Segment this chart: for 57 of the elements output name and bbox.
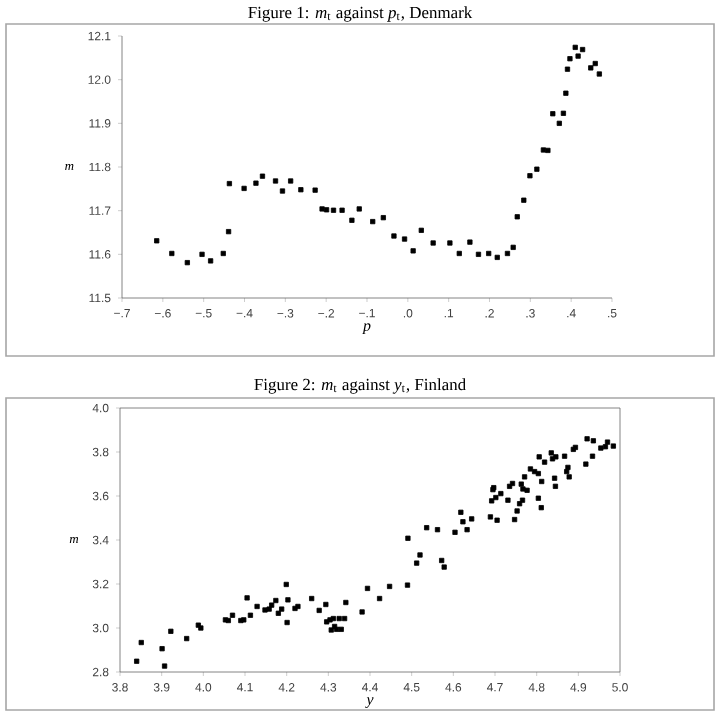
- point: [521, 197, 527, 203]
- point: [410, 248, 416, 254]
- point: [475, 251, 482, 257]
- chart-title: Figure 1: m$_{t}$ against p$_{t}$, Denmark: [248, 6, 473, 22]
- point: [259, 173, 266, 179]
- point: [312, 187, 318, 193]
- point: [319, 206, 325, 212]
- point: [199, 251, 205, 257]
- point: [510, 244, 516, 250]
- point: [154, 238, 160, 244]
- point: [401, 236, 408, 242]
- point: [560, 110, 566, 116]
- point: [208, 258, 214, 264]
- point: [391, 233, 397, 239]
- point: [447, 240, 453, 246]
- point: [220, 250, 226, 257]
- point: [514, 214, 520, 220]
- point: [184, 260, 190, 266]
- point: [298, 187, 304, 193]
- point: [349, 217, 355, 223]
- point: [486, 250, 492, 257]
- point: [226, 181, 232, 187]
- point: [575, 53, 581, 59]
- point: [430, 240, 436, 246]
- point: [339, 207, 345, 213]
- point: [370, 218, 376, 225]
- point: [418, 227, 424, 233]
- point: [534, 166, 540, 172]
- point: [572, 44, 578, 50]
- point: [592, 60, 598, 67]
- point: [504, 250, 511, 257]
- point: [456, 250, 462, 257]
- point: [253, 180, 259, 186]
- point: [545, 147, 551, 154]
- point: [527, 173, 533, 179]
- point: [330, 207, 337, 213]
- point: [596, 71, 602, 77]
- point: [564, 66, 571, 72]
- point: [380, 215, 386, 221]
- point: [467, 239, 473, 245]
- point: [567, 56, 573, 62]
- point: [563, 90, 569, 96]
- point: [550, 111, 556, 117]
- point: [323, 207, 330, 213]
- chart-title: Figure 2: m$_{t}$ against y$_{t}$, Finland: [254, 378, 466, 394]
- point: [225, 229, 232, 235]
- point: [588, 65, 594, 71]
- point: [279, 188, 286, 194]
- point: [556, 120, 562, 126]
- point: [169, 250, 175, 257]
- point: [579, 46, 586, 53]
- point: [540, 147, 546, 153]
- point: [241, 185, 247, 191]
- point: [272, 178, 279, 184]
- point: [356, 206, 362, 212]
- point: [494, 254, 500, 260]
- point: [288, 178, 294, 184]
